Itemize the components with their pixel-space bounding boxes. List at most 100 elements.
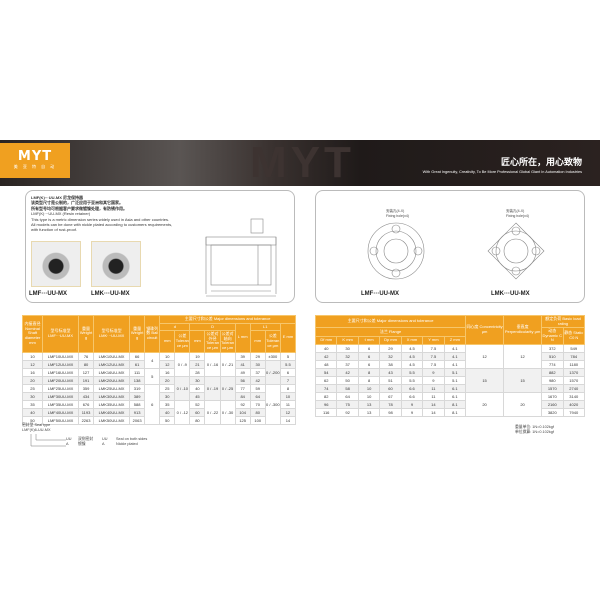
table-cell: 1570 xyxy=(562,375,585,385)
table-row: 116 92 13 98 9 14 8.1 3820 7940 xyxy=(314,407,585,417)
table-cell: LMK12UU-MX xyxy=(93,359,131,369)
table-cell: 80 xyxy=(249,407,266,417)
lmk-drawing-caption: LMK···UU-MX xyxy=(491,291,530,297)
table-cell: 5 xyxy=(279,351,297,361)
col-flange-dim: Df mm xyxy=(314,335,338,345)
table-cell: 40 xyxy=(189,383,206,393)
table-cell: 125 xyxy=(234,415,251,425)
intro-line: LMF(K)···UU-MX 尼龙保持器 xyxy=(31,195,83,200)
col-flange-dim: X mm xyxy=(400,335,424,345)
table-cell: 7.5 xyxy=(422,343,445,353)
table-cell: 389 xyxy=(129,391,146,401)
col-circuit: 钢珠列数 Ball circuit xyxy=(144,315,161,353)
lmk-flange-drawing xyxy=(487,222,545,280)
col-perpendicularity: 垂直度 Perpendicularity μm xyxy=(503,315,543,345)
col-E: E mm xyxy=(279,322,297,353)
table-cell: 84 xyxy=(234,391,251,401)
table-cell: 0 / -30 xyxy=(219,399,236,425)
table-cell: 10 xyxy=(357,391,381,401)
table-cell: LMF40UU-MX xyxy=(42,407,79,417)
table-cell: 21 xyxy=(189,359,206,369)
table-cell: 29 xyxy=(249,351,266,361)
table-cell: 4.1 xyxy=(443,351,467,361)
table-cell: 30 xyxy=(22,391,43,401)
table-row: 50 LMF50UU-MX 2263 LMK50UU-MX 2063 50 80 125 100… xyxy=(22,415,297,425)
table-cell: 784 xyxy=(562,351,585,361)
table-cell: 60 xyxy=(379,383,402,393)
slogan: 匠心所在，用心致物 With Great Ingenuity, Creativit… xyxy=(423,155,582,174)
table-cell: 6 xyxy=(279,367,297,377)
col-L1: L1 xyxy=(249,322,281,332)
table-cell: 9 xyxy=(422,375,445,385)
col-flange-dim: Z mm xyxy=(443,335,467,345)
table-cell: 58 xyxy=(336,383,359,393)
table-cell: 42 xyxy=(336,367,359,377)
table-cell: 7 xyxy=(279,375,297,385)
table-cell: 30 xyxy=(336,343,359,353)
table-cell: 10 xyxy=(357,383,381,393)
col-weight: 重量 Weight g xyxy=(129,315,146,353)
table-cell: 35 xyxy=(22,399,43,409)
table-cell: LMK30UU-MX xyxy=(93,391,131,401)
lmk-product-photo xyxy=(91,241,141,287)
table-cell: 0 / -300 xyxy=(264,383,281,425)
table-cell: 16 xyxy=(159,367,176,377)
table-cell: LMF16UU-MX xyxy=(42,367,79,377)
table-cell: LMK50UU-MX xyxy=(93,415,131,425)
uu-en: Seal on both sides xyxy=(116,437,148,441)
table-cell: 1670 xyxy=(541,391,564,401)
table-cell: 16 xyxy=(22,367,43,377)
intro-text: LMF(K)···UU-MX 尼龙保持器 该类型尺寸是公制的，广泛应用于亚洲和其… xyxy=(31,195,201,233)
table-cell: 11 xyxy=(422,391,445,401)
col-flange-dim: t mm xyxy=(357,335,381,345)
table-cell: LMK35UU-MX xyxy=(93,399,131,409)
side-view-drawing xyxy=(205,218,277,297)
table-cell: 62 xyxy=(314,375,338,385)
table-cell: 74 xyxy=(314,383,338,393)
major-dim-header: 主要尺寸和公差 Major dimensions and tolerance xyxy=(314,314,467,329)
uu-code: UU xyxy=(66,437,72,441)
intro-line: This type is a metric dimension series w… xyxy=(31,216,170,222)
table-row: 96 75 13 78 9 14 8.1 2160 4020 xyxy=(314,399,585,409)
fixing-hole-label: 安装孔(4-X) Fixing hole(x4) xyxy=(506,209,529,218)
table-cell: 12 xyxy=(279,407,297,417)
table-cell: 28 xyxy=(189,367,206,377)
fixing-hole-label: 安装孔(4-X) Fixing hole(x4) xyxy=(386,209,409,218)
a-code: A xyxy=(102,442,105,446)
table-cell: 42 xyxy=(249,375,266,385)
table-cell: 98 xyxy=(379,407,402,417)
table-cell: 38 xyxy=(379,359,402,369)
table-cell: 9 xyxy=(400,407,424,417)
logo-subtext: 美 亚 特 自 动 xyxy=(13,164,57,169)
lmf-drawing-caption: LMF···UU-MX xyxy=(361,291,399,297)
table-cell: 80 xyxy=(189,415,206,425)
table-cell: 32 xyxy=(379,351,402,361)
table-cell: 0 / -10 xyxy=(174,375,191,401)
table-cell: 67 xyxy=(379,391,402,401)
table-cell: 29 xyxy=(379,343,402,353)
table-cell: 9 xyxy=(400,399,424,409)
table-cell: 5.5 xyxy=(400,375,424,385)
table-row: 74 58 10 60 6.6 11 6.1 1570 2740 xyxy=(314,383,585,393)
table-cell: 13 xyxy=(357,407,381,417)
unit-notes: 重量单位: 1N=0.102kgf 单位换算: 1N=0.102kgf xyxy=(515,425,554,435)
table-cell: 49 xyxy=(234,367,251,377)
table-cell: 8 xyxy=(357,375,381,385)
col-L: L mm xyxy=(234,322,251,353)
table-cell: 61 xyxy=(129,359,146,369)
header-banner xyxy=(0,140,600,186)
col-flange-dim: K mm xyxy=(336,335,359,345)
table-cell: 20 xyxy=(465,391,505,417)
table-cell: 588 xyxy=(129,399,146,409)
table-cell: LMF35UU-MX xyxy=(42,399,79,409)
table-cell: 64 xyxy=(336,391,359,401)
table-cell: 2063 xyxy=(129,415,146,425)
table-row: 12 LMF12UU-MX 80 LMK12UU-MX 61 12 21 41 30 0 / -2… xyxy=(22,359,297,385)
lmf-flange-drawing xyxy=(367,222,425,280)
table-cell: 2740 xyxy=(562,383,585,393)
table-cell: LMK25UU-MX xyxy=(93,383,131,393)
table-row: 40 30 6 29 4.5 7.5 4.1 12 12 372 549 xyxy=(314,343,585,369)
major-dim-header: 主要尺寸和公差 Major dimensions and tolerance xyxy=(159,315,296,324)
table-cell: 40 xyxy=(22,407,43,417)
table-cell: 980 xyxy=(541,375,564,385)
